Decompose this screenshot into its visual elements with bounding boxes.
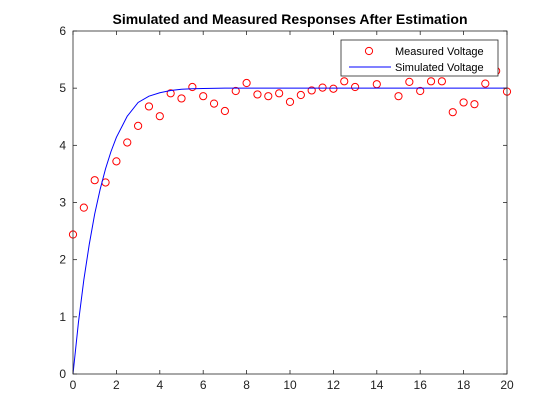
legend-label-measured-voltage: Measured Voltage — [395, 46, 484, 58]
data-point-measured-voltage — [231, 86, 240, 96]
data-point-measured-voltage — [351, 82, 360, 92]
plot-area — [73, 31, 507, 374]
data-point-measured-voltage — [264, 92, 273, 101]
data-point-measured-voltage — [394, 92, 403, 101]
x-tick-label: 8 — [243, 378, 250, 392]
y-tick-label: 4 — [59, 138, 66, 152]
x-tick-label: 4 — [156, 378, 163, 392]
data-point-measured-voltage — [199, 92, 208, 101]
data-point-measured-voltage — [123, 138, 132, 147]
data-point-measured-voltage — [318, 83, 327, 92]
data-point-measured-voltage — [296, 90, 305, 100]
legend-marker-measured-voltage — [364, 46, 374, 56]
legend: Measured Voltage Simulated Voltage — [340, 39, 499, 77]
data-point-measured-voltage — [416, 86, 425, 96]
data-point-measured-voltage — [253, 90, 262, 99]
x-tick-label: 12 — [327, 378, 341, 392]
data-point-measured-voltage — [470, 100, 479, 109]
x-tick-label: 2 — [113, 378, 120, 392]
x-tick-label: 16 — [414, 378, 428, 392]
data-point-measured-voltage — [242, 78, 251, 88]
data-point-measured-voltage — [112, 157, 121, 166]
y-tick-label: 5 — [59, 81, 66, 95]
data-point-measured-voltage — [144, 102, 154, 111]
x-tick-label: 18 — [457, 378, 471, 392]
data-point-measured-voltage — [134, 121, 143, 130]
x-tick-label: 10 — [283, 378, 297, 392]
y-tick-label: 6 — [59, 24, 66, 38]
data-point-measured-voltage — [459, 98, 468, 107]
data-point-measured-voltage — [426, 77, 436, 86]
legend-label-simulated-voltage: Simulated Voltage — [395, 62, 484, 74]
data-point-measured-voltage — [90, 176, 99, 185]
data-point-measured-voltage — [209, 99, 219, 108]
data-point-measured-voltage — [188, 82, 197, 92]
y-tick-label: 0 — [59, 367, 66, 381]
legend-box — [340, 39, 499, 77]
data-point-measured-voltage — [79, 203, 88, 212]
y-tick-label: 1 — [59, 310, 66, 324]
series-layer — [68, 66, 512, 375]
data-point-measured-voltage — [329, 84, 338, 93]
y-tick-label: 2 — [59, 253, 66, 267]
data-point-measured-voltage — [340, 77, 349, 86]
y-tick-label: 3 — [59, 196, 66, 210]
data-point-measured-voltage — [177, 94, 186, 103]
data-point-measured-voltage — [285, 97, 295, 106]
data-point-measured-voltage — [220, 106, 229, 116]
legend-circle-icon — [364, 46, 374, 56]
chart-title: Simulated and Measured Responses After E… — [112, 11, 467, 27]
data-point-measured-voltage — [275, 89, 284, 98]
x-tick-label: 6 — [200, 378, 207, 392]
data-point-measured-voltage — [405, 77, 414, 86]
data-point-measured-voltage — [437, 77, 446, 86]
series-line-simulated-voltage — [72, 87, 507, 375]
data-point-measured-voltage — [307, 86, 316, 95]
data-point-measured-voltage — [166, 89, 175, 98]
x-tick-label: 0 — [70, 378, 77, 392]
x-tick-label: 20 — [500, 378, 514, 392]
data-point-measured-voltage — [448, 108, 457, 117]
data-point-measured-voltage — [155, 112, 164, 121]
data-point-measured-voltage — [481, 79, 490, 88]
x-tick-label: 14 — [370, 378, 384, 392]
